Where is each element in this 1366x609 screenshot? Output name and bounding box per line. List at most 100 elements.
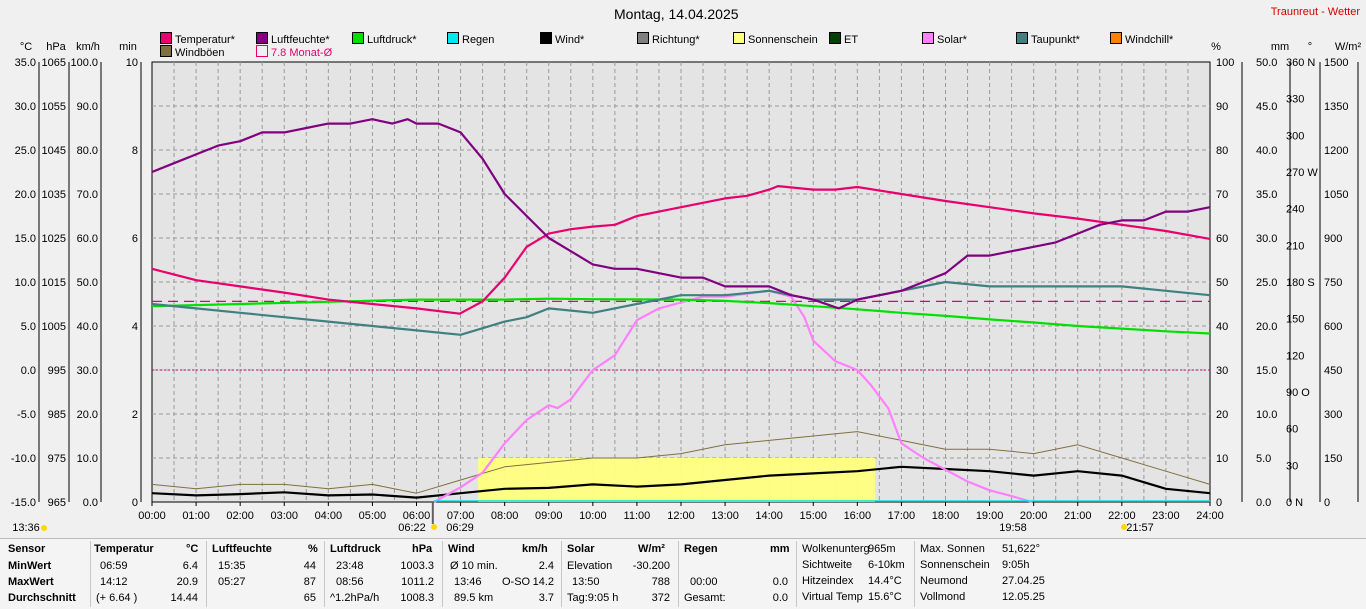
right-axis-tick: 210 xyxy=(1286,240,1304,252)
right-axis-tick: 0 xyxy=(1324,497,1330,509)
legend-label: Solar* xyxy=(937,34,967,46)
right-axis-tick: 30.0 xyxy=(1256,233,1277,245)
legend-item: Wind* xyxy=(540,32,584,46)
moon-icon xyxy=(41,525,47,531)
hum-header: Luftfeuchte xyxy=(212,543,272,555)
right-axis-tick: 25.0 xyxy=(1256,277,1277,289)
right-axis-tick: 900 xyxy=(1324,233,1342,245)
wind-r3a: 89.5 km xyxy=(454,592,494,604)
left-axis-tick: 100.0 xyxy=(70,57,98,69)
left-axis-unit: min xyxy=(119,41,137,53)
right-axis-tick: 60 xyxy=(1286,424,1298,436)
legend-item: Regen xyxy=(447,32,494,46)
right-axis-tick: 30 xyxy=(1286,460,1298,472)
press-min-val: 1003.3 xyxy=(400,560,434,572)
right-axis-tick: 50 xyxy=(1216,277,1228,289)
wind-header: Wind xyxy=(448,543,475,555)
left-axis-tick: 40.0 xyxy=(77,321,98,333)
right-axis-tick: 45.0 xyxy=(1256,101,1277,113)
solar-r3a: Tag:9:05 h xyxy=(567,592,619,604)
right-axis-tick: 750 xyxy=(1324,277,1342,289)
solar-header: Solar xyxy=(567,543,595,555)
right-axis-tick: 1500 xyxy=(1324,57,1348,69)
legend-item: ET xyxy=(829,32,858,46)
left-axis-tick: 5.0 xyxy=(21,321,36,333)
legend-item: 7.8 Monat-Ø xyxy=(256,45,332,59)
right-axis-tick: 35.0 xyxy=(1256,189,1277,201)
temp-max-time: 14:12 xyxy=(100,576,128,588)
left-axis-tick: 8 xyxy=(132,145,138,157)
x-tick-label: 20:00 xyxy=(1020,510,1048,522)
hum-unit: % xyxy=(308,543,318,555)
right-axis-tick: 90 O xyxy=(1286,387,1310,399)
wind-r1a: Ø 10 min. xyxy=(450,560,498,572)
left-axis-tick: 1035 xyxy=(42,189,66,201)
x-tick-label: 18:00 xyxy=(932,510,960,522)
x-tick-label: 22:00 xyxy=(1108,510,1136,522)
press-max-val: 1011.2 xyxy=(401,576,434,588)
legend-item: Temperatur* xyxy=(160,32,235,46)
moon-time: 13:36 xyxy=(12,522,40,534)
left-axis-tick: 90.0 xyxy=(77,101,98,113)
wind-r2a: 13:46 xyxy=(454,576,482,588)
info-key: Sonnenschein xyxy=(920,559,990,571)
legend-item: Solar* xyxy=(922,32,967,46)
legend-label: Richtung* xyxy=(652,34,700,46)
left-axis-unit: km/h xyxy=(76,41,100,53)
x-tick-label: 10:00 xyxy=(579,510,607,522)
left-axis-tick: 10.0 xyxy=(77,453,98,465)
x-tick-label: 00:00 xyxy=(138,510,166,522)
x-tick-label: 07:00 xyxy=(447,510,475,522)
x-tick-label: 15:00 xyxy=(799,510,827,522)
info-value: 6-10km xyxy=(868,559,905,571)
temp-min-time: 06:59 xyxy=(100,560,128,572)
info-key: Sichtweite xyxy=(802,559,853,571)
left-axis-unit: °C xyxy=(20,41,32,53)
right-axis-tick: 10.0 xyxy=(1256,409,1277,421)
right-axis-tick: 40.0 xyxy=(1256,145,1277,157)
hum-avg-val: 65 xyxy=(303,592,316,604)
x-tick-label: 04:00 xyxy=(315,510,343,522)
row-min-label: MinWert xyxy=(8,560,52,572)
left-axis-unit: hPa xyxy=(46,41,66,53)
info-value: 9:05h xyxy=(1002,559,1030,571)
x-tick-label: 14:00 xyxy=(755,510,783,522)
legend-item: Luftdruck* xyxy=(352,32,417,46)
hum-min-time: 15:35 xyxy=(218,560,246,572)
right-axis-tick: 90 xyxy=(1216,101,1228,113)
series-line-temperatur xyxy=(151,185,1211,315)
solar-r1a: Elevation xyxy=(567,560,613,572)
right-axis-tick: 120 xyxy=(1286,350,1304,362)
temp-avg-note: (+ 6.64 ) xyxy=(96,592,138,604)
stats-table: Sensor MinWert MaxWert Durchschnitt Temp… xyxy=(0,538,1366,609)
solar-r1b: -30.200 xyxy=(632,560,670,572)
info-value: 965m xyxy=(868,543,896,555)
legend-item: Luftfeuchte* xyxy=(256,32,330,46)
left-axis-tick: 995 xyxy=(48,365,66,377)
solar-r2b: 788 xyxy=(651,576,670,588)
solar-r2a: 13:50 xyxy=(572,576,600,588)
left-axis-tick: 975 xyxy=(48,453,66,465)
left-axis-tick: -10.0 xyxy=(11,453,36,465)
info-key: Vollmond xyxy=(920,591,966,603)
left-axis-tick: 2 xyxy=(132,409,138,421)
legend-swatch xyxy=(637,32,649,44)
legend-label: Luftfeuchte* xyxy=(271,34,330,46)
sunrise-solar-time: 06:29 xyxy=(446,522,474,534)
press-avg-val: 1008.3 xyxy=(400,592,434,604)
x-tick-label: 23:00 xyxy=(1152,510,1180,522)
right-axis-tick: 450 xyxy=(1324,365,1342,377)
rain-unit: mm xyxy=(770,543,790,555)
x-tick-label: 09:00 xyxy=(535,510,563,522)
left-axis-tick: 50.0 xyxy=(77,277,98,289)
legend-label: Windböen xyxy=(175,47,225,59)
left-axis-tick: 1055 xyxy=(42,101,66,113)
x-tick-label: 24:00 xyxy=(1196,510,1224,522)
right-axis-tick: 0.0 xyxy=(1256,497,1271,509)
legend-swatch xyxy=(922,32,934,44)
x-tick-label: 13:00 xyxy=(711,510,739,522)
x-tick-label: 16:00 xyxy=(844,510,872,522)
series-line-luftdruck xyxy=(151,297,1211,335)
legend-swatch xyxy=(256,32,268,44)
right-axis-unit: mm xyxy=(1271,41,1289,53)
